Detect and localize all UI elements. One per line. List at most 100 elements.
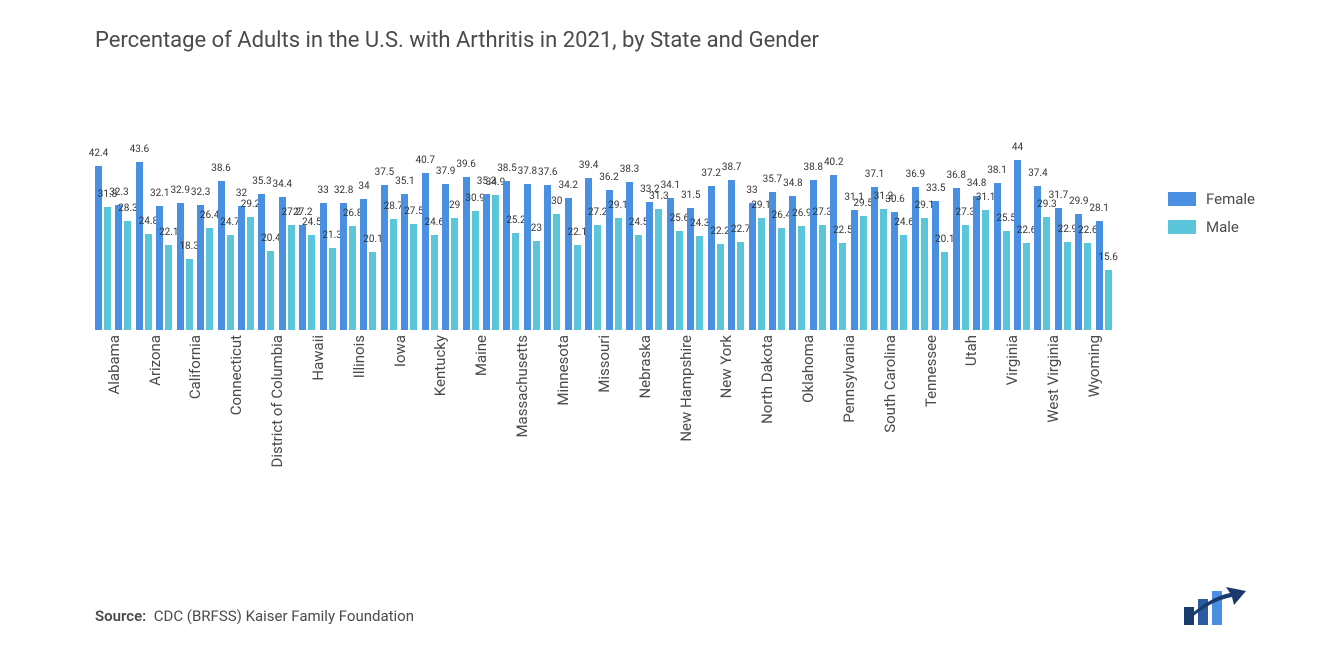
bar-value-label: 38.1 (987, 165, 1007, 176)
bar-value-label: 31.5 (681, 190, 701, 201)
bar-group: 32.122.1 (156, 206, 175, 330)
bar-value-label: 34.2 (558, 180, 578, 191)
bar-value-label: 24.7 (220, 217, 240, 228)
bar-group: 36.229.1 (606, 190, 625, 330)
bar-value-label: 26.9 (792, 208, 812, 219)
bar-female: 38.3 (626, 182, 633, 330)
source-prefix: Source: (95, 607, 146, 625)
bar-value-label: 20.1 (363, 234, 383, 245)
x-label-slot: New York (708, 335, 727, 575)
bar-female: 33.5 (932, 201, 939, 330)
bar-male: 24.6 (900, 235, 907, 330)
x-label-slot: Oklahoma (789, 335, 808, 575)
bar-value-label: 27.3 (813, 207, 833, 218)
bar-value-label: 36.2 (599, 172, 619, 183)
bar-female: 44 (1014, 160, 1021, 330)
bar-value-label: 22.1 (159, 227, 179, 238)
bar-male: 29.1 (758, 218, 765, 330)
x-label-slot: Maine (463, 335, 482, 575)
bar-male: 24.5 (635, 235, 642, 330)
bar-group: 3420.1 (360, 199, 379, 330)
bar-male: 25.6 (676, 231, 683, 330)
x-label-slot: District of Columbia (258, 335, 277, 575)
bar-group: 3321.3 (320, 203, 339, 331)
x-label-slot: West Virginia (1034, 335, 1053, 575)
x-label-slot: Arizona (136, 335, 155, 575)
bar-group: 37.429.3 (1034, 186, 1053, 331)
bar-female: 32.3 (115, 205, 122, 330)
source-text: CDC (BRFSS) Kaiser Family Foundation (154, 607, 414, 625)
bar-group: 40.724.6 (422, 173, 441, 330)
bar-group: 43.624.8 (136, 162, 155, 330)
bar-value-label: 24.6 (894, 217, 914, 228)
bar-female: 37.8 (524, 184, 531, 330)
bar-male: 20.1 (369, 252, 376, 330)
bar-group: 34.222.1 (565, 198, 584, 330)
bar-value-label: 35.3 (252, 176, 272, 187)
legend-item-female: Female (1168, 190, 1255, 208)
bar-value-label: 38.5 (497, 163, 517, 174)
bar-value-label: 25.6 (670, 213, 690, 224)
bar-value-label: 29.9 (1069, 196, 1089, 207)
bar-group: 34.125.6 (667, 198, 686, 330)
bar-value-label: 21.3 (322, 230, 342, 241)
legend-swatch-female (1168, 192, 1196, 206)
bar-value-label: 22.6 (1017, 225, 1037, 236)
bar-male: 31.3 (655, 209, 662, 330)
bar-male: 24.7 (227, 235, 234, 330)
bar-value-label: 25.5 (996, 213, 1016, 224)
x-label-slot (932, 335, 951, 575)
x-axis-labels: AlabamaArizonaCaliforniaConnecticutDistr… (95, 335, 1115, 575)
bar-value-label: 32.9 (170, 185, 190, 196)
bar-value-label: 27.2 (588, 207, 608, 218)
bar-male: 23 (533, 241, 540, 330)
bar-value-label: 29.5 (853, 198, 873, 209)
bar-female: 32.1 (156, 206, 163, 330)
bar-female: 27.2 (299, 225, 306, 330)
bar-male: 21.3 (329, 248, 336, 330)
bar-value-label: 22.7 (731, 224, 751, 235)
bar-value-label: 33 (318, 185, 329, 196)
bar-value-label: 33.5 (926, 183, 946, 194)
bar-female: 33.2 (646, 202, 653, 330)
x-label-slot (115, 335, 134, 575)
legend-swatch-male (1168, 220, 1196, 234)
bar-value-label: 42.4 (89, 148, 109, 159)
bar-group: 39.427.2 (585, 178, 604, 330)
bar-group: 33.231.3 (646, 202, 665, 330)
x-label-slot (1055, 335, 1074, 575)
bar-value-label: 23 (531, 223, 542, 234)
bar-value-label: 29.1 (751, 200, 771, 211)
bar-group: 37.823 (524, 184, 543, 330)
bar-value-label: 28.7 (384, 201, 404, 212)
bar-female: 38.7 (728, 180, 735, 330)
bar-male: 29.3 (1043, 217, 1050, 330)
x-label-slot: Iowa (381, 335, 400, 575)
x-label-slot: Hawaii (299, 335, 318, 575)
bar-female: 37.1 (871, 187, 878, 330)
bar-group: 37.528.7 (381, 185, 400, 330)
bar-male: 30.9 (472, 211, 479, 330)
x-label-slot (646, 335, 665, 575)
bar-male: 25.2 (512, 233, 519, 330)
bar-female: 38.8 (810, 180, 817, 330)
bar-male: 18.3 (186, 259, 193, 330)
bar-value-label: 28.3 (118, 203, 138, 214)
bar-female: 32.8 (340, 203, 347, 330)
bar-male: 27.2 (594, 225, 601, 330)
x-label-slot (197, 335, 216, 575)
bar-value-label: 37.2 (701, 168, 721, 179)
x-label-slot: Pennsylvania (830, 335, 849, 575)
bar-group: 4422.6 (1014, 160, 1033, 330)
bar-value-label: 29.2 (241, 199, 261, 210)
bar-group: 32.826.8 (340, 203, 359, 330)
bar-group: 29.922.6 (1075, 214, 1094, 330)
bar-group: 32.328.3 (115, 205, 134, 330)
bar-male: 31.8 (104, 207, 111, 330)
bar-value-label: 32.1 (150, 188, 170, 199)
bar-value-label: 32 (236, 188, 247, 199)
bar-male: 22.2 (717, 244, 724, 330)
bar-value-label: 34.8 (783, 178, 803, 189)
legend-item-male: Male (1168, 218, 1255, 236)
bar-female: 40.7 (422, 173, 429, 330)
